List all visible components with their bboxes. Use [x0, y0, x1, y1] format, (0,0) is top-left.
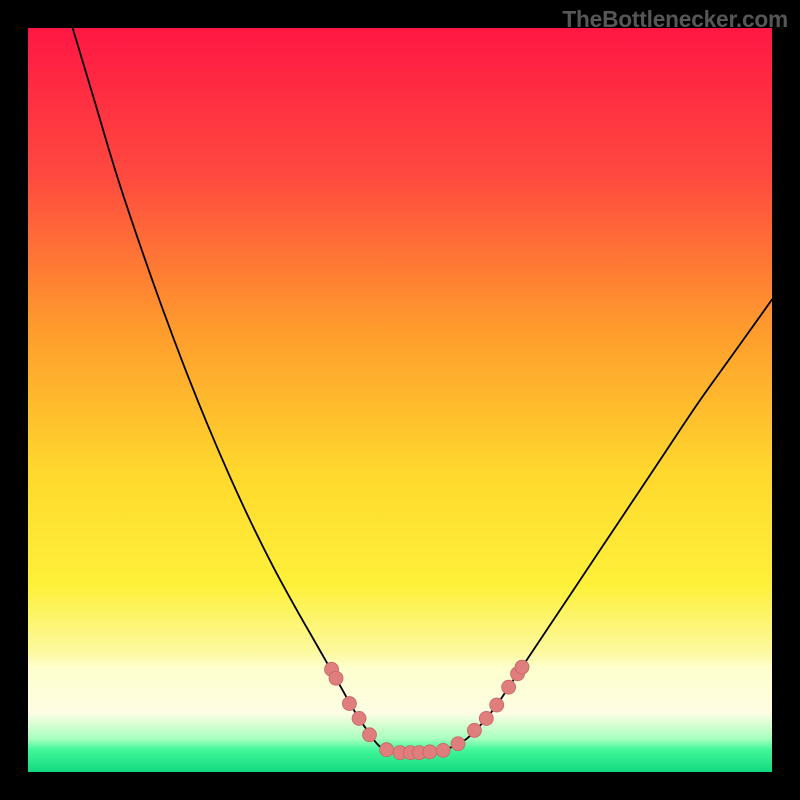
- data-marker: [451, 737, 465, 751]
- data-marker: [467, 723, 481, 737]
- data-marker: [479, 711, 493, 725]
- data-marker: [362, 728, 376, 742]
- data-marker: [380, 743, 394, 757]
- data-marker: [515, 660, 529, 674]
- chart-background: [28, 28, 772, 772]
- data-marker: [436, 743, 450, 757]
- data-marker: [490, 698, 504, 712]
- chart-frame: TheBottlenecker.com: [0, 0, 800, 800]
- chart-svg: [28, 28, 772, 772]
- data-marker: [352, 711, 366, 725]
- data-marker: [342, 697, 356, 711]
- data-marker: [423, 745, 437, 759]
- data-marker: [502, 680, 516, 694]
- chart-plot-area: [28, 28, 772, 772]
- watermark-label: TheBottlenecker.com: [562, 6, 788, 33]
- data-marker: [329, 671, 343, 685]
